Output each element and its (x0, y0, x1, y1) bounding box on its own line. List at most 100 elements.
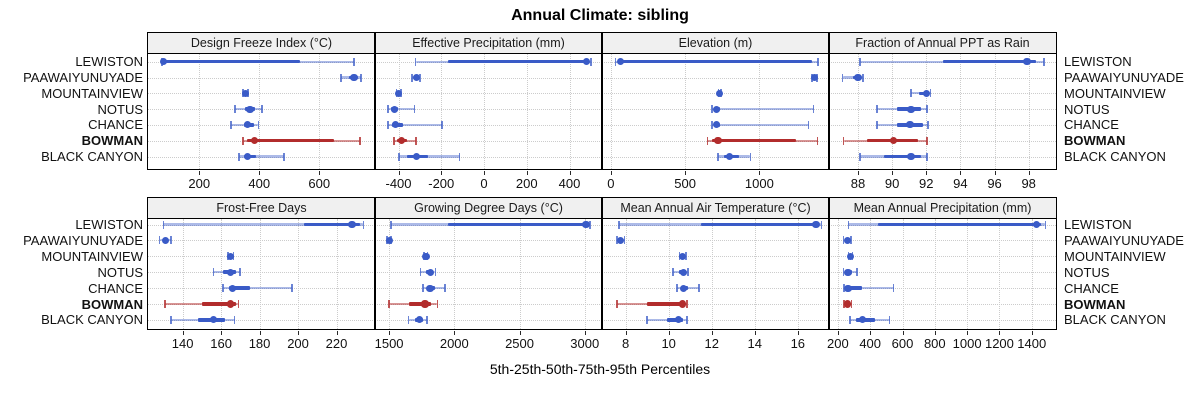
axis-tick (526, 170, 528, 175)
axis-tick (221, 330, 223, 335)
whisker-cap (359, 136, 362, 145)
median-dot (395, 89, 403, 97)
grid-line-v (584, 219, 586, 329)
grid-line-h (375, 288, 602, 290)
axis-tick-label: 3000 (570, 336, 600, 351)
median-dot (161, 236, 169, 244)
x-axis-caption: 5th-25th-50th-75th-95th Percentiles (489, 361, 711, 377)
panel-divider (601, 33, 603, 169)
median-dot (854, 73, 862, 82)
panel-plot (829, 54, 1056, 169)
median-dot (421, 300, 429, 308)
median-dot (812, 220, 820, 229)
whisker-cap (848, 315, 851, 324)
grid-line-h (829, 240, 1056, 242)
percentile-whisker (239, 155, 284, 158)
grid-line-h (829, 124, 1056, 126)
axis-tick-label: 180 (248, 336, 271, 351)
axis-tick (994, 170, 996, 175)
whisker-cap (436, 300, 439, 308)
median-dot (906, 121, 914, 129)
whisker-cap (1043, 57, 1045, 66)
median-dot (843, 300, 851, 308)
row-label-right: PAAWAIYUNUYADE (1064, 232, 1184, 248)
panel-divider (828, 198, 830, 329)
whisker-cap (164, 300, 167, 308)
whisker-cap (856, 268, 859, 277)
axis-tick-label: 98 (1021, 176, 1036, 191)
row-label-right: NOTUS (1064, 101, 1110, 117)
grid-line-h (148, 304, 375, 305)
row-label-left: PAAWAIYUNUYADE (23, 232, 143, 248)
axis-tick (336, 330, 338, 335)
axis-tick (454, 330, 456, 335)
grid-line-h (829, 304, 1056, 305)
axis-tick-label: 1000 (952, 336, 982, 351)
iqr-bar (943, 59, 1036, 64)
median-dot (426, 268, 434, 276)
axis-tick (711, 330, 713, 335)
whisker-cap (686, 315, 688, 324)
axis-tick (519, 330, 521, 335)
axis-tick-label: 200 (515, 176, 538, 191)
whisker-cap (646, 315, 649, 324)
grid-line-v (870, 219, 872, 329)
whisker-cap (812, 105, 815, 114)
axis-tick-label: 2500 (505, 336, 534, 351)
axis-tick (182, 330, 184, 335)
axis-tick-label: 1400 (1017, 336, 1047, 351)
axis-tick (967, 330, 969, 335)
whisker-cap (386, 105, 389, 114)
grid-line-v (610, 54, 612, 169)
axis-tick-label: 96 (987, 176, 1002, 191)
median-dot (713, 121, 721, 129)
axis-tick (298, 330, 300, 335)
grid-line-h (829, 256, 1056, 258)
median-dot (715, 89, 724, 97)
axis-tick-label: 88 (850, 176, 866, 191)
grid-line-h (375, 156, 602, 158)
whisker-cap (858, 152, 861, 161)
grid-line-h (375, 256, 602, 258)
axis-tick (999, 330, 1001, 335)
median-dot (348, 220, 356, 229)
whisker-cap (858, 57, 861, 66)
median-dot (907, 152, 915, 161)
grid-line-h (829, 319, 1056, 321)
median-dot (227, 268, 235, 276)
median-dot (422, 252, 430, 260)
grid-line-h (148, 256, 375, 258)
whisker-cap (927, 120, 929, 129)
percentile-whisker (711, 108, 814, 111)
grid-line-h (148, 77, 375, 79)
axis-tick (398, 170, 400, 175)
grid-line-v (1028, 54, 1030, 169)
whisker-cap (676, 284, 679, 293)
grid-line-v (754, 219, 756, 329)
row-label-right: CHANCE (1064, 280, 1119, 296)
median-dot (415, 316, 423, 324)
grid-line-v (711, 219, 713, 329)
whisker-cap (842, 236, 845, 245)
panel-plot (148, 54, 375, 169)
grid-line-h (829, 156, 1056, 158)
whisker-cap (862, 73, 864, 82)
panel-header: Effective Precipitation (mm) (375, 33, 602, 54)
grid-line-v (398, 54, 400, 169)
grid-line-h (829, 61, 1056, 63)
panel-plot (602, 219, 829, 329)
axis-tick-label: 600 (308, 176, 331, 191)
axis-tick-label: 94 (953, 176, 968, 191)
percentile-whisker (387, 123, 443, 126)
median-dot (159, 58, 167, 66)
grid-line-v (759, 54, 761, 169)
panel-header: Design Freeze Index (°C) (148, 33, 375, 54)
axis-tick-label: 800 (923, 336, 946, 351)
grid-line-h (375, 109, 602, 111)
iqr-bar (846, 286, 863, 290)
whisker-cap (850, 300, 853, 308)
whisker-cap (170, 315, 172, 324)
iqr-bar (201, 302, 236, 306)
axis-tick-label: 200 (188, 176, 211, 191)
grid-line-v (999, 219, 1001, 329)
